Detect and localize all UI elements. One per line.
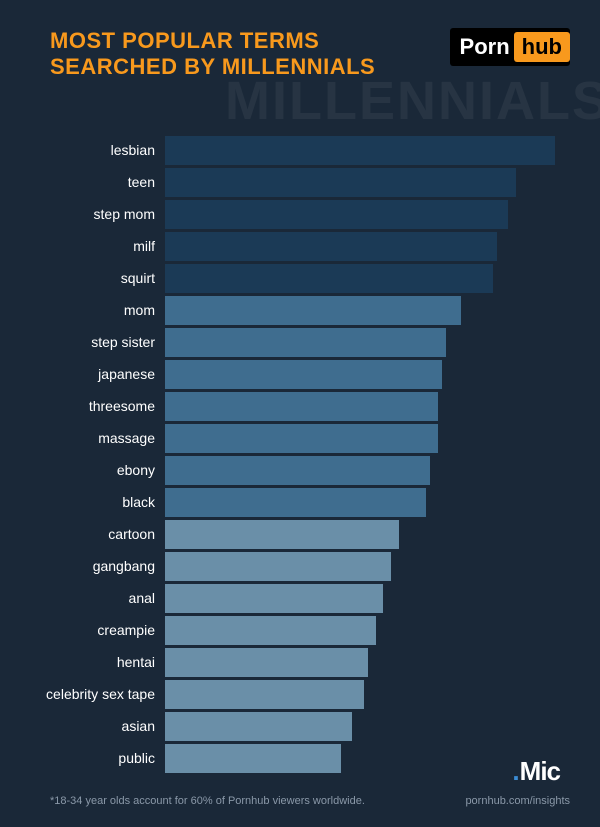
header: MOST POPULAR TERMS SEARCHED BY MILLENNIA…	[0, 0, 600, 81]
footer: .Mic *18-34 year olds account for 60% of…	[0, 756, 600, 827]
bar-label: anal	[0, 590, 165, 606]
chart-row: anal	[0, 584, 555, 613]
bar-chart: lesbian teen step mom milf squirt mom step sis…	[0, 136, 555, 773]
chart-row: squirt	[0, 264, 555, 293]
chart-row: step sister	[0, 328, 555, 357]
bar	[165, 456, 430, 485]
bar-track	[165, 360, 555, 389]
chart-row: hentai	[0, 648, 555, 677]
watermark-text: MILLENNIALS	[225, 70, 600, 132]
bar-label: teen	[0, 174, 165, 190]
bar	[165, 616, 376, 645]
bar-track	[165, 296, 555, 325]
bar-label: mom	[0, 302, 165, 318]
bar	[165, 328, 446, 357]
bar-track	[165, 456, 555, 485]
bar-label: squirt	[0, 270, 165, 286]
bar	[165, 360, 442, 389]
chart-row: black	[0, 488, 555, 517]
logo-right: hub	[514, 32, 570, 62]
chart-row: milf	[0, 232, 555, 261]
bar	[165, 392, 438, 421]
bar	[165, 520, 399, 549]
bar-track	[165, 200, 555, 229]
bar-label: ebony	[0, 462, 165, 478]
chart-row: japanese	[0, 360, 555, 389]
bar-track	[165, 648, 555, 677]
mic-logo: .Mic	[50, 756, 570, 787]
chart-row: massage	[0, 424, 555, 453]
chart-row: lesbian	[0, 136, 555, 165]
mic-text: Mic	[520, 756, 560, 786]
bar-track	[165, 328, 555, 357]
bar-track	[165, 488, 555, 517]
bar	[165, 296, 461, 325]
bar-label: lesbian	[0, 142, 165, 158]
bar-label: hentai	[0, 654, 165, 670]
bar-track	[165, 168, 555, 197]
bar	[165, 232, 497, 261]
chart-row: creampie	[0, 616, 555, 645]
bar-track	[165, 424, 555, 453]
bar	[165, 488, 426, 517]
bar-track	[165, 392, 555, 421]
footnote-left: *18-34 year olds account for 60% of Porn…	[50, 795, 365, 807]
bar-label: asian	[0, 718, 165, 734]
bar-label: gangbang	[0, 558, 165, 574]
bar	[165, 584, 383, 613]
bar	[165, 136, 555, 165]
footnote: *18-34 year olds account for 60% of Porn…	[50, 795, 570, 807]
bar-track	[165, 712, 555, 741]
bar-label: milf	[0, 238, 165, 254]
bar-label: step mom	[0, 206, 165, 222]
mic-dot: .	[512, 756, 519, 786]
bar-label: cartoon	[0, 526, 165, 542]
logo-left: Porn	[460, 34, 510, 60]
bar	[165, 200, 508, 229]
bar	[165, 264, 493, 293]
bar-track	[165, 584, 555, 613]
bar-label: japanese	[0, 366, 165, 382]
chart-row: asian	[0, 712, 555, 741]
bar-track	[165, 136, 555, 165]
bar-label: creampie	[0, 622, 165, 638]
chart-row: teen	[0, 168, 555, 197]
bar	[165, 648, 368, 677]
bar-label: threesome	[0, 398, 165, 414]
bar-label: celebrity sex tape	[0, 686, 165, 702]
chart-row: threesome	[0, 392, 555, 421]
bar	[165, 712, 352, 741]
bar	[165, 424, 438, 453]
chart-row: ebony	[0, 456, 555, 485]
chart-row: celebrity sex tape	[0, 680, 555, 709]
bar	[165, 680, 364, 709]
footnote-right: pornhub.com/insights	[465, 795, 570, 807]
bar-track	[165, 552, 555, 581]
chart-row: step mom	[0, 200, 555, 229]
bar-track	[165, 520, 555, 549]
bar-label: black	[0, 494, 165, 510]
pornhub-logo: Porn hub	[450, 28, 570, 66]
bar-track	[165, 232, 555, 261]
title-line-1: MOST POPULAR TERMS	[50, 28, 375, 54]
bar-track	[165, 264, 555, 293]
bar-track	[165, 680, 555, 709]
chart-row: cartoon	[0, 520, 555, 549]
chart-row: gangbang	[0, 552, 555, 581]
bar-label: massage	[0, 430, 165, 446]
bar-track	[165, 616, 555, 645]
bar	[165, 552, 391, 581]
bar	[165, 168, 516, 197]
chart-row: mom	[0, 296, 555, 325]
bar-label: step sister	[0, 334, 165, 350]
